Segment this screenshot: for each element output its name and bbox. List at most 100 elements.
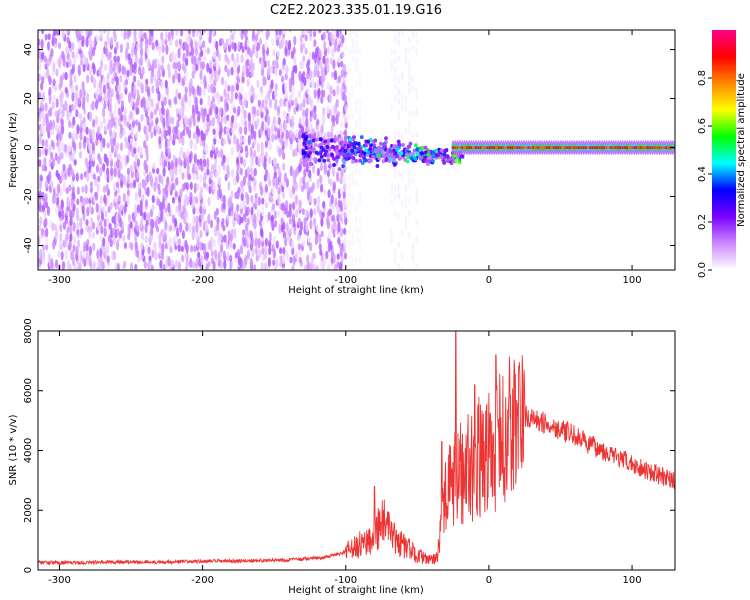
spectrogram-cell <box>393 83 397 91</box>
spectrogram-cell <box>350 148 354 153</box>
spectrogram-cell <box>242 229 246 237</box>
spectrogram-cell <box>91 62 95 70</box>
spectrogram-cell <box>404 216 408 224</box>
spectrogram-cell <box>133 160 137 171</box>
spectrogram-cell <box>237 186 241 194</box>
spectrogram-cell <box>488 146 492 150</box>
spectrogram-cell <box>172 61 176 70</box>
spectrogram-cell <box>316 118 320 126</box>
spectrogram-cell <box>371 155 375 159</box>
spectrogram-cell <box>278 30 282 36</box>
spectrogram-cell <box>226 92 230 101</box>
spectrogram-cell <box>184 239 188 250</box>
spectrogram-cell <box>332 59 336 70</box>
spectrogram-cell <box>270 196 274 203</box>
spectrogram-cell <box>315 264 319 270</box>
spectrogram-cell <box>164 184 168 195</box>
spectrogram-cell <box>566 146 569 150</box>
spectrogram-cell <box>85 57 89 68</box>
spectrogram-cell <box>273 157 277 167</box>
spectrogram-cell <box>143 125 147 135</box>
spectrogram-cell <box>181 62 185 71</box>
spectrogram-cell <box>400 30 404 37</box>
spectrogram-cell <box>326 138 331 143</box>
spectrogram-cell <box>355 203 358 211</box>
spectrogram-cell <box>185 33 189 43</box>
spectrogram-cell <box>256 117 260 126</box>
spectrogram-cell <box>568 146 572 150</box>
spectrogram-cell <box>199 32 203 41</box>
spectrogram-cell <box>44 138 49 148</box>
spectrogram-cell <box>162 166 166 177</box>
spectrogram-cell <box>61 50 65 60</box>
spectrogram-cell <box>246 45 251 55</box>
spectrogram-cell <box>347 174 351 182</box>
spectrogram-cell <box>151 195 155 204</box>
spectrogram-cell <box>81 35 85 46</box>
spectrogram-cell <box>126 41 130 51</box>
spectrogram-cell <box>156 198 161 206</box>
spectrogram-cell <box>91 128 95 135</box>
spectrogram-cell <box>209 60 213 69</box>
spectrogram-cell <box>41 164 45 172</box>
spectrogram-cell <box>293 35 297 46</box>
spectrogram-cell <box>172 126 176 136</box>
spectrogram-cell <box>302 109 306 117</box>
spectrogram-cell <box>185 70 189 79</box>
spectrogram-cell <box>193 153 197 164</box>
spectrogram-cell <box>209 219 214 229</box>
spectrogram-cell <box>106 167 110 177</box>
spectrogram-cell <box>358 190 362 198</box>
spectrogram-cell <box>308 95 312 105</box>
spectrogram-cell <box>236 138 240 149</box>
spectrogram-cell <box>423 145 428 150</box>
spectrogram-cell <box>255 48 259 60</box>
spectrogram-cell <box>168 98 172 106</box>
spectrogram-cell <box>220 38 224 45</box>
spectrogram-cell <box>351 137 356 142</box>
spectrogram-cell <box>60 90 64 100</box>
spectrogram-cell <box>191 85 195 95</box>
spectrogram-cell <box>287 39 292 51</box>
spectrogram-cell <box>292 201 296 211</box>
spectrogram-cell <box>126 69 130 78</box>
spectrogram-cell <box>329 31 333 42</box>
spectrogram-cell <box>114 115 118 123</box>
spectrogram-cell <box>279 97 283 108</box>
spectrogram-cell <box>126 121 130 128</box>
spectrogram-cell <box>116 240 120 251</box>
spectrogram-cell <box>299 157 303 166</box>
spectrogram-cell <box>344 73 348 82</box>
spectrogram-cell <box>243 237 247 248</box>
spectrogram-cell <box>220 76 225 86</box>
spectrogram-cell <box>399 151 404 156</box>
spectrogram-cell <box>260 141 264 152</box>
spectrogram-cell <box>61 30 64 32</box>
spectrogram-cell <box>134 241 138 250</box>
spectrogram-cell <box>291 213 295 224</box>
spectrogram-cell <box>59 187 63 197</box>
spectrogram-cell <box>150 98 154 108</box>
spectrogram-cell <box>327 189 331 199</box>
spectrogram-cell <box>313 217 317 227</box>
spectrogram-cell <box>250 123 254 134</box>
spectrogram-cell <box>312 263 316 270</box>
spectrogram-cell <box>497 146 501 150</box>
spectrogram-cell <box>94 191 99 201</box>
spectrogram-cell <box>306 86 310 95</box>
spectrogram-cell <box>400 173 404 182</box>
spectrogram-cell <box>314 150 319 155</box>
spectrogram-cell <box>184 86 188 94</box>
spectrogram-cell <box>53 195 57 204</box>
spectrogram-cell <box>411 44 415 52</box>
spectrogram-cell <box>160 115 164 123</box>
spectrogram-cell <box>404 46 408 55</box>
spectrogram-cell <box>279 260 283 268</box>
spectrogram-cell <box>82 96 86 104</box>
spectrogram-cell <box>332 181 336 191</box>
spectrogram-cell <box>334 197 338 207</box>
spectrogram-cell <box>319 154 324 159</box>
spectrogram-cell <box>72 116 76 126</box>
spectrogram-cell <box>75 207 80 218</box>
spectrogram-cell <box>247 135 251 146</box>
